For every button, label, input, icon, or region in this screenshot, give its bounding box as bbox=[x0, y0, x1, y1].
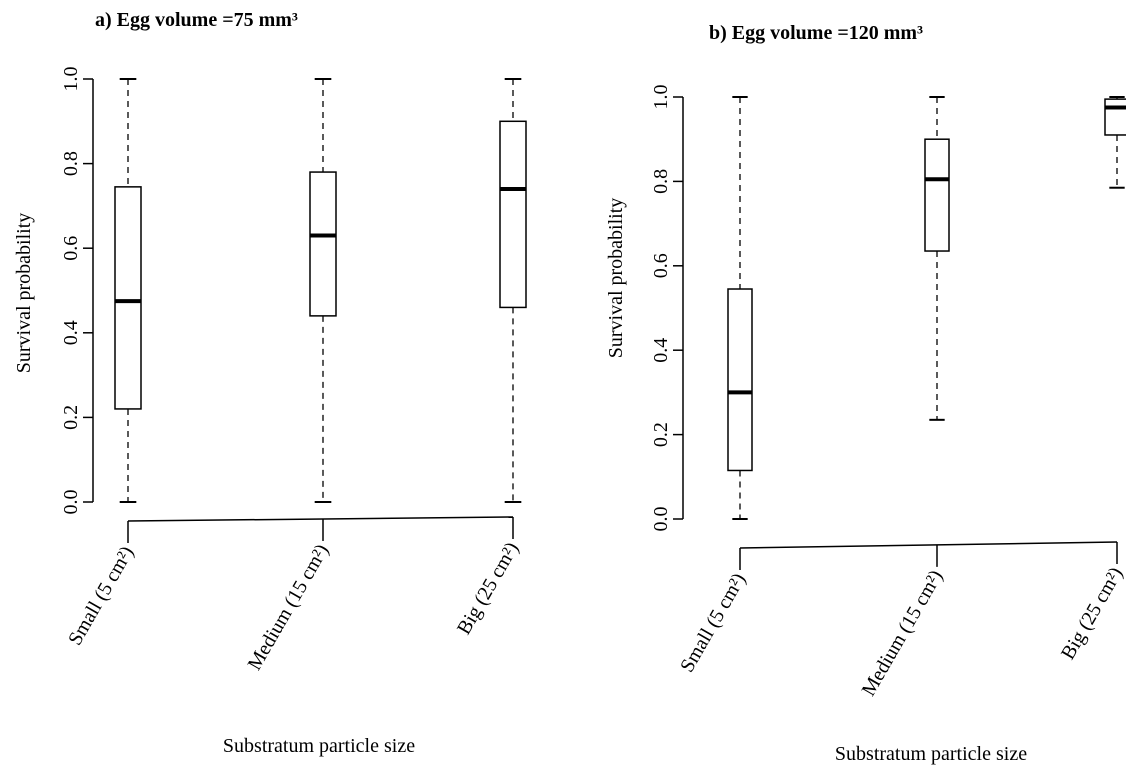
y-tick-label: 0.2 bbox=[60, 405, 82, 430]
panel-b-boxes bbox=[727, 96, 1126, 520]
y-tick-label: 0.6 bbox=[650, 253, 672, 278]
y-tick-label: 0.0 bbox=[650, 507, 672, 532]
x-axis-line bbox=[739, 541, 1118, 549]
x-tick-label: Big (25 cm²) bbox=[453, 539, 523, 639]
box-iqr bbox=[1104, 98, 1126, 136]
y-tick-label: 0.8 bbox=[650, 169, 672, 194]
panel-b-y-axis: 0.0 0.2 0.4 0.6 0.8 1.0 bbox=[650, 85, 684, 532]
panel-a-x-axis: Small (5 cm²) Medium (15 cm²) Big (25 cm²) bbox=[64, 516, 523, 674]
y-tick-label: 0.4 bbox=[650, 338, 672, 363]
x-axis-line bbox=[127, 516, 514, 522]
x-tick-label: Big (25 cm²) bbox=[1057, 564, 1126, 664]
y-tick-label: 0.4 bbox=[60, 320, 82, 345]
panel-a-y-axis-title: Survival probability bbox=[13, 213, 35, 374]
x-tick-label: Small (5 cm²) bbox=[64, 543, 138, 650]
box-iqr bbox=[727, 288, 753, 472]
panel-a: a) Egg volume =75 mm³ Survival probabili… bbox=[13, 9, 527, 757]
y-tick-label: 1.0 bbox=[60, 67, 82, 92]
panel-b: b) Egg volume =120 mm³ Survival probabil… bbox=[605, 22, 1126, 765]
panel-a-boxes bbox=[114, 78, 527, 503]
box-iqr bbox=[114, 186, 142, 410]
y-tick-label: 0.0 bbox=[60, 490, 82, 515]
box-iqr bbox=[924, 138, 950, 252]
panel-b-y-axis-title: Survival probability bbox=[605, 198, 627, 359]
x-tick-label: Small (5 cm²) bbox=[676, 570, 750, 677]
box-iqr bbox=[499, 120, 527, 309]
panel-b-x-axis-title: Substratum particle size bbox=[835, 743, 1027, 765]
x-tick-label: Medium (15 cm²) bbox=[244, 540, 334, 674]
x-tick-label: Medium (15 cm²) bbox=[858, 566, 948, 700]
y-tick-label: 1.0 bbox=[650, 85, 672, 110]
panel-b-title: b) Egg volume =120 mm³ bbox=[709, 22, 923, 44]
y-tick-label: 0.6 bbox=[60, 236, 82, 261]
panel-a-x-axis-title: Substratum particle size bbox=[223, 735, 415, 757]
y-tick-label: 0.8 bbox=[60, 151, 82, 176]
panel-a-y-axis: 0.0 0.2 0.4 0.6 0.8 1.0 bbox=[60, 67, 94, 515]
box-iqr bbox=[309, 171, 337, 317]
panel-a-title: a) Egg volume =75 mm³ bbox=[95, 9, 298, 31]
y-tick-label: 0.2 bbox=[650, 422, 672, 447]
panel-b-x-axis: Small (5 cm²) Medium (15 cm²) Big (25 cm²) bbox=[676, 541, 1126, 700]
